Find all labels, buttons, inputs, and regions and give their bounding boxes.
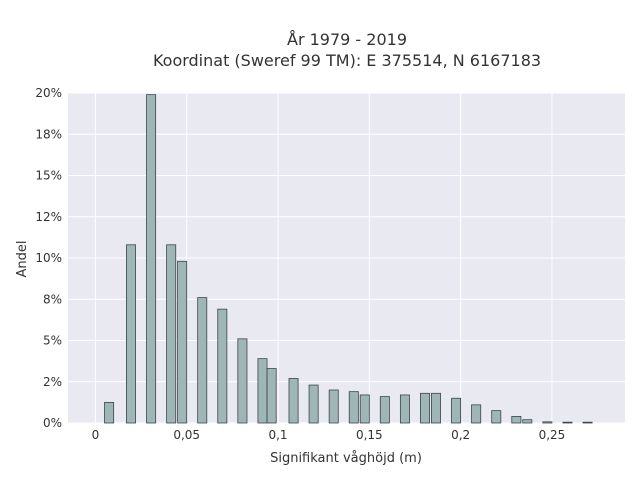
histogram-bar <box>420 392 430 424</box>
histogram-bar <box>197 297 208 424</box>
bars <box>104 94 593 424</box>
histogram-bar <box>522 419 533 424</box>
histogram-bar <box>177 260 188 424</box>
x-tick-label: 0,15 <box>356 428 383 442</box>
histogram-bar <box>328 389 339 424</box>
histogram-bar <box>237 338 248 424</box>
x-tick-labels: 0 0,05 0,1 0,15 0,2 0,25 <box>92 428 566 442</box>
grid-lines <box>68 92 625 424</box>
y-tick-label: 2% <box>43 375 62 389</box>
histogram-bar <box>146 94 157 424</box>
histogram-bar <box>451 397 462 424</box>
chart-title: År 1979 - 2019 <box>287 30 407 49</box>
x-tick-label: 0,05 <box>173 428 200 442</box>
histogram-bar <box>308 384 319 424</box>
y-axis-title: Andel <box>15 241 30 278</box>
histogram-bar <box>562 421 573 424</box>
histogram-bar <box>104 401 115 424</box>
y-tick-label: 18% <box>35 127 62 141</box>
histogram-bar <box>266 368 277 424</box>
y-tick-label: 12% <box>35 210 62 224</box>
y-tick-label: 15% <box>35 169 62 183</box>
y-tick-label: 0% <box>43 416 62 430</box>
histogram-bar <box>491 410 502 424</box>
histogram-bar <box>511 415 522 424</box>
histogram-bar <box>471 404 482 424</box>
y-tick-label: 10% <box>35 251 62 265</box>
y-tick-label: 5% <box>43 334 62 348</box>
histogram-bar <box>126 244 136 424</box>
chart-subtitle: Koordinat (Sweref 99 TM): E 375514, N 61… <box>153 51 541 70</box>
y-tick-labels: 0% 2% 5% 8% 10% 12% 15% 18% 20% <box>35 86 62 430</box>
histogram-bar <box>288 378 299 424</box>
histogram-bar <box>582 421 593 424</box>
histogram-bar <box>217 308 228 424</box>
histogram-bar <box>257 358 268 424</box>
histogram-bar <box>542 421 553 424</box>
x-axis-title: Signifikant våghöjd (m) <box>270 451 422 466</box>
histogram-bar <box>431 392 441 424</box>
x-tick-label: 0,2 <box>451 428 470 442</box>
x-tick-label: 0 <box>92 428 100 442</box>
y-tick-label: 20% <box>35 86 62 100</box>
histogram-bar <box>399 394 410 424</box>
y-tick-label: 8% <box>43 292 62 306</box>
histogram-bar <box>348 391 359 424</box>
x-tick-label: 0,1 <box>268 428 287 442</box>
histogram-bar <box>359 394 370 424</box>
x-tick-label: 0,25 <box>539 428 566 442</box>
histogram-bar <box>379 396 390 424</box>
histogram-bar <box>166 244 177 424</box>
